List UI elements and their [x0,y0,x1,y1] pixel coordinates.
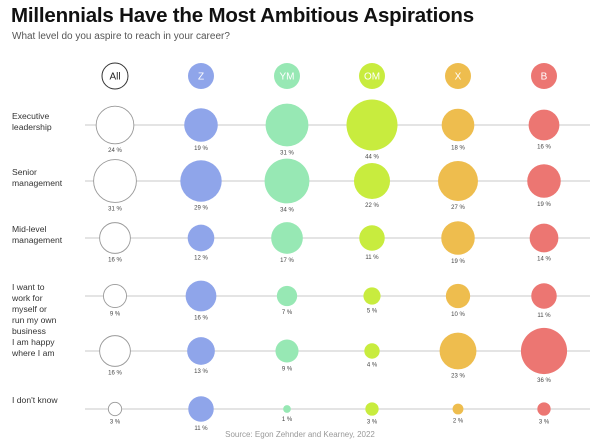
group-header-x-label: X [455,72,462,83]
bubble-om [365,402,379,416]
bubble-all [99,222,131,254]
bubble-ym [276,285,298,307]
bubble-z [188,396,214,422]
bubble-value-label: 24 % [108,148,122,154]
bubble-value-label: 2 % [453,418,464,424]
bubble-value-label: 36 % [537,378,551,384]
bubble-value-label: 16 % [194,315,208,321]
bubble-x [439,332,477,370]
bubble-value-label: 9 % [110,312,121,318]
bubble-om [353,162,391,200]
bubble-all [93,159,137,203]
group-header-om-circle [359,63,385,89]
bubble-b [531,283,557,309]
bubble-value-label: 19 % [194,146,208,152]
bubble-b [520,327,568,375]
bubble-all [107,401,123,417]
group-header-all-label: All [109,72,120,83]
chart-subtitle: What level do you aspire to reach in you… [12,31,230,42]
bubble-value-label: 31 % [280,150,294,156]
bubble-x [441,108,475,142]
bubble-ym [275,339,299,363]
group-header-b-circle [531,63,557,89]
group-header-om-label: OM [364,72,380,83]
bubble-value-label: 1 % [282,417,293,423]
bubble-value-label: 31 % [108,206,122,212]
bubble-value-label: 19 % [537,202,551,208]
bubble-b [528,109,560,141]
bubble-value-label: 16 % [108,370,122,376]
bubble-value-label: 7 % [282,310,293,316]
bubble-value-label: 14 % [537,256,551,262]
chart-title: Millennials Have the Most Ambitious Aspi… [11,4,474,27]
bubble-value-label: 16 % [108,257,122,263]
bubble-value-label: 12 % [194,255,208,261]
bubble-z [187,337,215,365]
bubble-value-label: 34 % [280,207,294,213]
group-header-ym-label: YM [280,72,295,83]
row-label: Mid-level management [12,224,63,245]
bubble-z [185,280,217,312]
bubble-value-label: 18 % [451,145,465,151]
bubble-value-label: 44 % [365,155,379,161]
bubble-ym [264,158,310,204]
bubble-z [187,224,215,252]
bubble-value-label: 4 % [367,363,378,369]
group-header-ym-circle [274,63,300,89]
bubble-x [441,221,475,255]
row-label: I don't know [12,395,58,405]
bubble-b [537,402,551,416]
group-header-all-circle [101,62,129,90]
bubble-z [184,108,218,142]
bubble-value-label: 23 % [451,373,465,379]
bubble-ym [271,222,303,254]
source-note: Source: Egon Zehnder and Kearney, 2022 [225,430,375,439]
bubble-value-label: 3 % [367,420,378,426]
row-label: I want to work for myself or run my own busi… [11,282,57,336]
bubble-value-label: 13 % [194,369,208,375]
bubble-value-label: 11 % [365,255,379,261]
bubble-ym [265,103,309,147]
bubble-value-label: 19 % [451,259,465,265]
bubble-value-label: 10 % [451,312,465,318]
bubble-all [99,335,131,367]
bubble-all [103,284,127,308]
bubble-om [359,225,385,251]
group-header-b-label: B [541,72,548,83]
bubble-b [529,223,559,253]
bubble-value-label: 27 % [451,205,465,211]
bubble-om [363,287,381,305]
bubble-ym [283,405,291,413]
group-header-z-label: Z [198,72,204,83]
bubble-value-label: 22 % [365,203,379,209]
row-label: I am happy where I am [11,337,55,358]
row-label: Senior management [12,167,63,188]
bubble-value-label: 3 % [110,420,121,426]
bubble-value-label: 9 % [282,367,293,373]
bubble-value-label: 3 % [539,420,550,426]
bubble-value-label: 5 % [367,309,378,315]
bubble-x [438,161,478,201]
bubble-om [346,99,398,151]
bubble-value-label: 29 % [194,206,208,212]
bubble-value-label: 16 % [537,144,551,150]
group-header-z-circle [188,63,214,89]
bubble-x [445,283,471,309]
bubble-value-label: 17 % [280,258,294,264]
bubble-z [180,160,222,202]
bubble-all [95,105,135,145]
bubble-x [452,403,464,415]
group-header-x-circle [445,63,471,89]
bubble-b [527,164,561,198]
bubble-value-label: 11 % [537,313,551,319]
bubble-value-label: 11 % [194,426,208,432]
bubble-om [364,343,380,359]
row-label: Executive leadership [12,111,52,132]
